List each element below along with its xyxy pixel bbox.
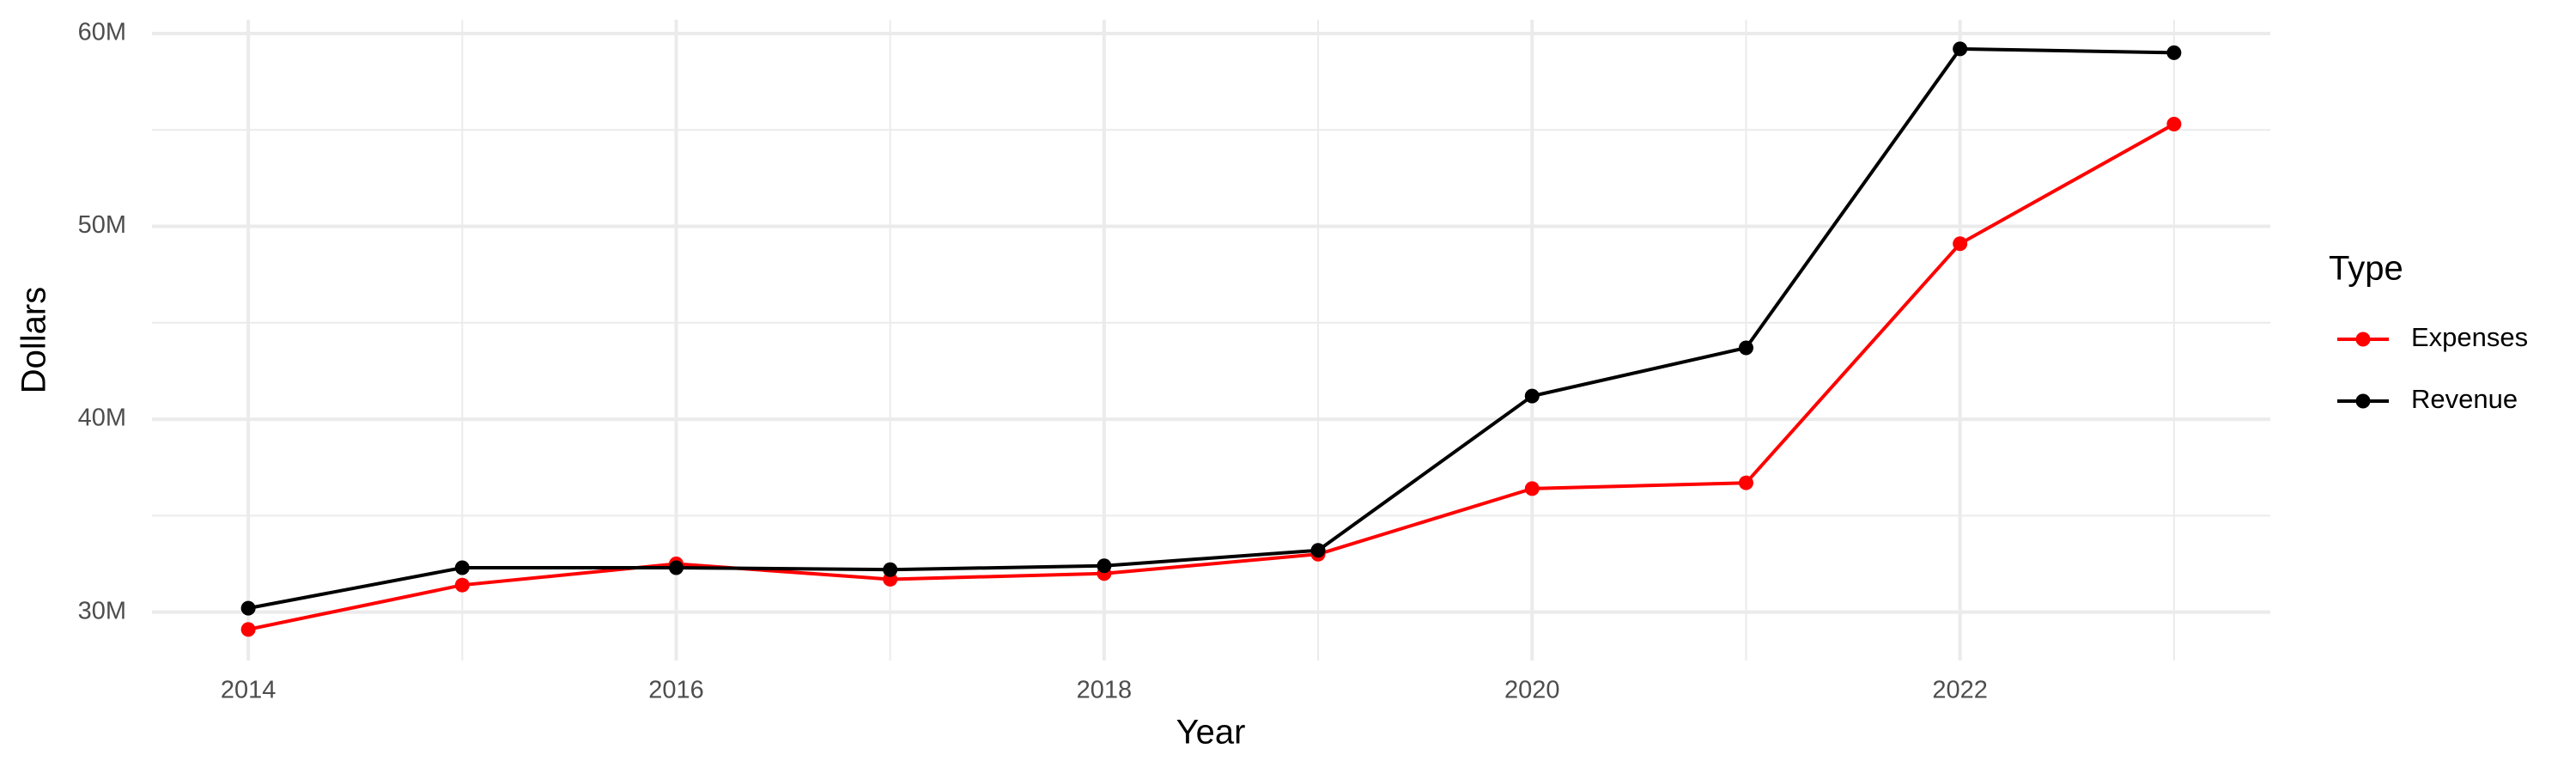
data-point: [1524, 388, 1540, 404]
data-point: [2166, 45, 2182, 60]
y-tick-label: 60M: [78, 19, 126, 46]
legend-key-point: [2355, 393, 2371, 409]
x-tick-label: 2016: [648, 677, 704, 704]
y-axis-title: Dollars: [15, 287, 53, 393]
data-point: [454, 577, 470, 593]
data-point: [669, 560, 684, 575]
data-point: [240, 600, 256, 616]
y-tick-label: 30M: [78, 597, 126, 624]
x-tick-label: 2018: [1077, 677, 1133, 704]
data-point: [1097, 558, 1112, 574]
x-tick-label: 2022: [1932, 677, 1988, 704]
data-point: [883, 562, 898, 577]
data-point: [1524, 481, 1540, 496]
data-point: [1738, 340, 1753, 356]
data-point: [240, 622, 256, 637]
legend-label: Revenue: [2411, 384, 2518, 414]
y-tick-label: 40M: [78, 405, 126, 432]
series-line: [247, 122, 2175, 631]
data-point: [1953, 236, 1968, 252]
x-tick-label: 2020: [1504, 677, 1560, 704]
x-axis-title: Year: [1176, 714, 1246, 752]
legend-label: Expenses: [2411, 322, 2528, 352]
legend-key-point: [2355, 332, 2371, 347]
data-point: [1953, 41, 1968, 57]
data-point: [1310, 543, 1326, 558]
x-tick-label: 2014: [221, 677, 276, 704]
data-point: [454, 560, 470, 575]
data-point: [2166, 116, 2182, 131]
series-line: [247, 46, 2174, 611]
y-tick-label: 50M: [78, 211, 126, 239]
data-point: [1738, 475, 1753, 490]
legend-title: Type: [2329, 250, 2403, 288]
